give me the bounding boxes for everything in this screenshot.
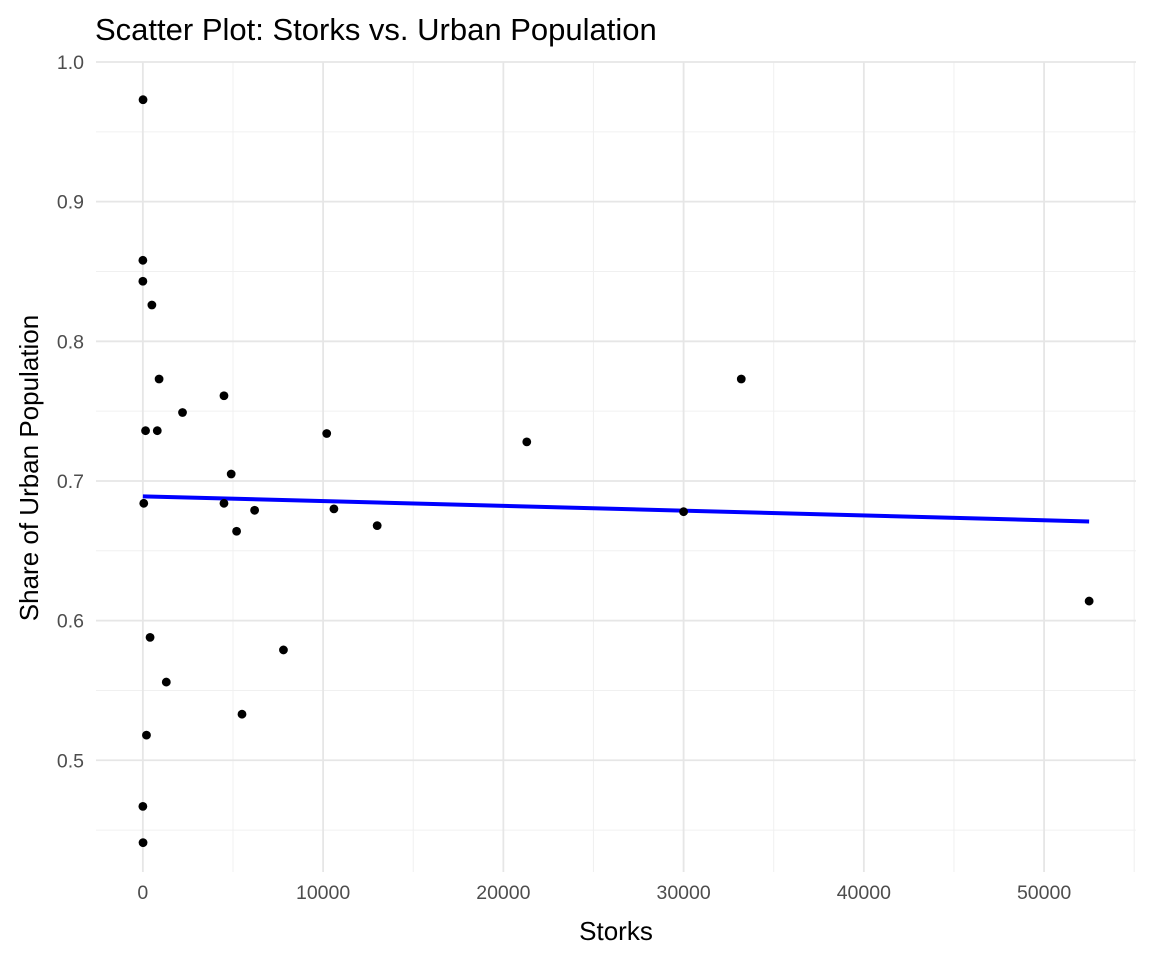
data-point bbox=[152, 426, 162, 436]
y-tick-label: 0.9 bbox=[57, 192, 84, 214]
y-tick-label: 0.6 bbox=[57, 611, 84, 633]
x-tick-label: 30000 bbox=[656, 882, 710, 904]
data-point bbox=[178, 408, 187, 417]
data-point bbox=[219, 498, 229, 508]
y-tick-label: 0.5 bbox=[57, 750, 84, 772]
data-point bbox=[138, 838, 148, 848]
data-point bbox=[142, 730, 151, 740]
trend-line bbox=[142, 494, 1090, 524]
data-point bbox=[279, 645, 288, 655]
data-point bbox=[138, 95, 148, 105]
data-point bbox=[372, 521, 382, 531]
data-point bbox=[141, 426, 150, 436]
data-point bbox=[138, 801, 148, 811]
data-point bbox=[1084, 596, 1094, 606]
tick-labels: 0 10000 20000 30000 40000 50000 0.5 0.6 0.7 0.8 0.… bbox=[57, 52, 1071, 904]
data-point bbox=[522, 437, 532, 447]
y-tick-label: 0.8 bbox=[57, 331, 84, 353]
data-point bbox=[237, 709, 247, 719]
data-point bbox=[219, 391, 229, 401]
data-point bbox=[226, 469, 236, 479]
x-tick-label: 50000 bbox=[1017, 882, 1071, 904]
data-point bbox=[147, 300, 157, 310]
data-point bbox=[679, 507, 688, 517]
trend-line-layer bbox=[142, 494, 1090, 524]
data-point bbox=[154, 374, 164, 384]
data-point bbox=[139, 498, 149, 508]
x-axis-title: Storks bbox=[579, 916, 653, 946]
data-point bbox=[232, 526, 241, 536]
data-point bbox=[736, 374, 746, 384]
data-point bbox=[145, 632, 155, 642]
data-point bbox=[138, 255, 148, 265]
data-point bbox=[329, 504, 339, 514]
x-tick-label: 10000 bbox=[296, 882, 350, 904]
chart-title: Scatter Plot: Storks vs. Urban Populatio… bbox=[95, 12, 657, 47]
data-point bbox=[250, 505, 260, 515]
grid bbox=[96, 61, 1136, 872]
points-layer bbox=[138, 95, 1094, 848]
y-axis-title: Share of Urban Population bbox=[14, 315, 44, 621]
data-point bbox=[322, 429, 332, 438]
y-tick-label: 1.0 bbox=[57, 52, 84, 74]
x-tick-label: 40000 bbox=[837, 882, 891, 904]
data-point bbox=[161, 677, 171, 687]
x-tick-label: 0 bbox=[137, 882, 148, 904]
data-point bbox=[138, 276, 148, 286]
y-tick-label: 0.7 bbox=[57, 471, 84, 493]
x-tick-label: 20000 bbox=[476, 882, 530, 904]
